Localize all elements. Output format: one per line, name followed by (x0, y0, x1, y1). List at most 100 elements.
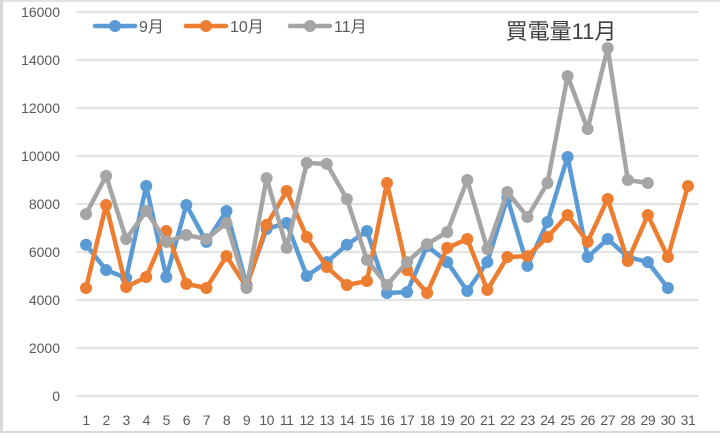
data-point-marker (381, 279, 393, 291)
data-point-marker (300, 156, 313, 169)
x-tick-label: 20 (460, 412, 475, 428)
data-point-marker (521, 210, 534, 223)
legend-marker-icon (304, 20, 316, 32)
data-point-marker (421, 287, 434, 300)
data-point-marker (481, 256, 494, 269)
x-tick-label: 23 (520, 412, 535, 428)
y-tick-label: 8000 (29, 196, 60, 212)
data-point-marker (601, 42, 614, 54)
data-point-marker (360, 253, 373, 266)
data-point-marker (561, 209, 574, 222)
y-tick-label: 16000 (21, 4, 60, 20)
data-point-marker (461, 285, 474, 297)
data-point-marker (581, 123, 594, 135)
x-tick-label: 13 (320, 412, 335, 428)
y-tick-label: 14000 (21, 52, 60, 68)
data-point-marker (300, 270, 313, 282)
data-point-marker (360, 225, 373, 237)
data-point-marker (661, 251, 674, 264)
data-point-marker (461, 174, 474, 186)
x-tick-label: 14 (340, 412, 355, 428)
x-tick-label: 28 (620, 412, 635, 428)
x-tick-label: 10 (259, 412, 274, 428)
data-point-marker (681, 180, 694, 192)
data-point-marker (100, 264, 113, 276)
data-point-marker (320, 157, 333, 170)
data-point-marker (581, 251, 594, 264)
data-point-marker (521, 259, 534, 272)
y-tick-label: 4000 (29, 292, 60, 308)
data-point-marker (641, 256, 654, 269)
data-point-marker (441, 226, 454, 239)
y-tick-label: 2000 (29, 340, 60, 356)
data-point-marker (160, 235, 173, 248)
x-tick-label: 22 (500, 412, 515, 428)
data-point-marker (541, 231, 554, 243)
x-tick-label: 2 (102, 412, 110, 428)
data-point-marker (220, 250, 233, 263)
data-point-marker (641, 177, 654, 189)
data-point-marker (621, 255, 634, 267)
data-point-marker (140, 204, 153, 217)
data-point-marker (641, 209, 654, 222)
x-tick-label: 1 (82, 412, 90, 428)
x-tick-label: 9 (243, 412, 251, 428)
data-point-marker (300, 231, 313, 243)
data-point-marker (100, 198, 113, 211)
data-point-marker (320, 261, 333, 273)
x-tick-label: 29 (641, 412, 656, 428)
x-tick-label: 16 (380, 412, 395, 428)
data-point-marker (340, 238, 353, 251)
data-point-marker (140, 270, 153, 283)
x-tick-label: 18 (420, 412, 435, 428)
x-tick-label: 30 (661, 412, 676, 428)
data-point-marker (421, 238, 434, 251)
x-tick-label: 3 (123, 412, 131, 428)
data-point-marker (180, 198, 193, 211)
data-point-marker (260, 218, 273, 231)
x-tick-label: 7 (203, 412, 211, 428)
y-tick-label: 0 (52, 388, 60, 404)
data-point-marker (541, 216, 554, 228)
data-point-marker (120, 233, 133, 246)
chart-title: 買電量11月 (506, 19, 617, 44)
data-point-marker (80, 208, 93, 221)
data-point-marker (501, 186, 514, 198)
data-point-marker (561, 150, 574, 163)
x-tick-label: 25 (560, 412, 575, 428)
legend-marker-icon (200, 20, 212, 32)
data-point-marker (401, 256, 414, 269)
x-tick-label: 27 (600, 412, 615, 428)
legend-label: 9月 (139, 19, 164, 36)
x-tick-label: 11 (280, 412, 294, 428)
x-tick-label: 24 (540, 412, 555, 428)
data-point-marker (481, 243, 494, 255)
data-point-marker (481, 283, 494, 296)
data-point-marker (180, 277, 193, 290)
x-axis: 1 2 3 4 5 6 7 8 9 10 11 12 13 14 15 16 17 18 19 20 21 22 23 24 2… (82, 412, 696, 428)
frame-top-border (0, 0, 720, 2)
legend-item: 10月 (183, 19, 264, 36)
data-point-marker (260, 172, 273, 185)
legend-item: 9月 (92, 19, 164, 36)
data-point-marker (401, 286, 414, 299)
data-point-marker (340, 192, 353, 205)
x-tick-label: 21 (480, 412, 495, 428)
data-point-marker (280, 185, 293, 198)
x-tick-label: 26 (580, 412, 595, 428)
data-point-marker (180, 228, 193, 241)
data-point-marker (541, 177, 554, 189)
y-tick-label: 6000 (29, 244, 60, 260)
data-point-marker (100, 169, 113, 182)
y-axis: 0 2000 4000 6000 8000 10000 12000 14000 16000 (21, 4, 60, 404)
data-point-marker (581, 235, 594, 248)
series-10月 (80, 177, 694, 300)
data-point-marker (360, 275, 373, 288)
series-line (83, 154, 671, 296)
legend-label: 11月 (334, 19, 367, 36)
data-point-marker (561, 70, 574, 83)
x-tick-label: 8 (223, 412, 231, 428)
data-point-marker (521, 250, 534, 263)
